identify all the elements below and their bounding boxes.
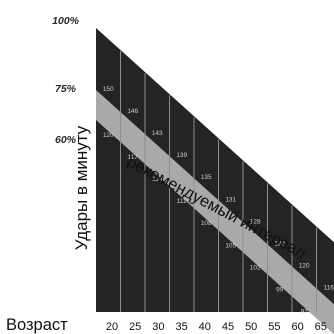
lower-bpm-label: 108 [201,220,212,227]
age-tick-label: 25 [129,321,141,333]
lower-bpm-label: 99 [276,286,284,293]
age-tick-label: 35 [175,321,187,333]
percent-tick-labels: 100% 75% 60% [52,15,80,146]
percent-tick-label: 100% [52,15,80,27]
plot-area [96,28,334,334]
recommended-band [96,90,334,334]
upper-bpm-label: 146 [127,108,138,115]
upper-bpm-label: 128 [250,218,261,225]
lower-bpm-label: 105 [225,242,236,249]
upper-bpm-label: 131 [225,196,236,203]
percent-tick-label: 75% [55,83,77,95]
x-axis-label: Возраст [6,316,68,334]
y-axis-label: Удары в минуту [72,125,91,250]
lower-bpm-label: 97 [301,308,309,315]
age-tick-label: 55 [268,321,280,333]
age-tick-label: 50 [245,321,257,333]
upper-bpm-label: 150 [103,86,114,93]
age-tick-label: 40 [199,321,211,333]
area-fill [96,28,334,312]
upper-bpm-label: 116 [324,284,334,291]
upper-bpm-label: 135 [201,174,212,181]
age-tick-label: 60 [291,321,303,333]
lower-bpm-label: 114 [152,176,163,183]
age-tick-label: 20 [106,321,118,333]
age-tick-labels: 20 25 30 35 40 45 50 55 60 65 [106,321,327,333]
age-tick-label: 30 [152,321,164,333]
lower-bpm-label: 117 [128,154,139,161]
lower-bpm-label: 93 [325,330,333,334]
upper-bpm-label: 139 [176,152,187,159]
age-tick-label: 45 [222,321,234,333]
percent-tick-label: 60% [55,134,77,146]
upper-bpm-label: 120 [299,262,310,269]
upper-bpm-label: 143 [152,130,163,137]
lower-bpm-label: 111 [177,198,187,205]
upper-bpm-label: 124 [274,240,285,247]
bpm-value-labels: 150 120 146 117 143 114 139 111 135 108 131 105 128 1… [103,86,334,334]
age-tick-label: 65 [315,321,327,333]
lower-bpm-label: 102 [250,264,261,271]
lower-bpm-label: 120 [103,132,114,139]
